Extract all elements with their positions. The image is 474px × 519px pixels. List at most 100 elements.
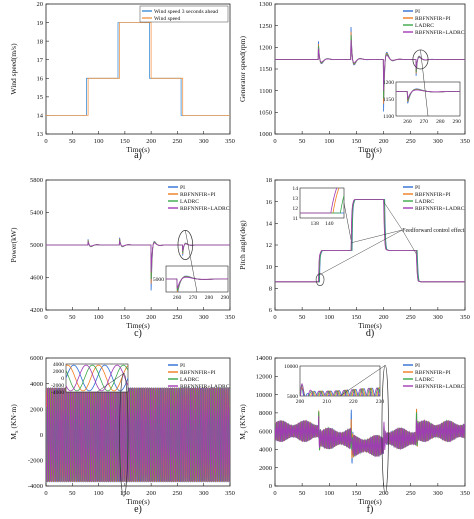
chart-panel-e: 0 50 100 150 200 250 300 350-4000-2000020004000…	[9, 355, 235, 515]
x-tick-label: 250	[173, 490, 183, 497]
inset-x-tick-label: 220	[349, 399, 358, 405]
series-line	[46, 240, 230, 273]
inset-series-line	[300, 188, 338, 214]
inset-y-tick-label: 13	[292, 196, 298, 202]
inset-frame	[395, 81, 461, 117]
y-axis-label-main: M	[238, 433, 247, 440]
inset-x-tick-label: 270	[420, 119, 429, 125]
zoom-connector	[96, 373, 124, 393]
y-tick-label: 17	[37, 57, 44, 64]
inset-series-line	[300, 382, 380, 396]
inset-series-line	[66, 364, 128, 392]
y-axis-label: My (KN·m)	[238, 404, 249, 440]
y-axis-label: Wind speed(m/s)	[9, 43, 18, 95]
legend-label: PI	[180, 363, 185, 369]
x-tick-label: 350	[460, 490, 470, 497]
inset-x-tick-label: 230	[376, 399, 385, 405]
legend-label: RBFNNFIR+LADRC	[415, 30, 465, 36]
y-tick-label: 18	[37, 38, 44, 45]
legend-box	[139, 5, 229, 23]
zoom-connector	[343, 202, 352, 240]
x-tick-label: 0	[273, 314, 276, 321]
y-tick-label: 12000	[256, 373, 272, 380]
legend-label: RBFNNFIR+PI	[415, 16, 451, 22]
x-tick-label: 150	[120, 138, 130, 145]
x-axis-label: Time(s)	[126, 145, 150, 154]
inset-y-tick-label: 1150	[383, 97, 394, 103]
legend-label: RBFNNFIR+PI	[180, 370, 216, 376]
y-tick-label: 16	[37, 75, 44, 82]
y-tick-label: 20	[37, 1, 44, 8]
inset-y-tick-label: 10000	[284, 364, 298, 370]
inset-x-tick-label: 200	[296, 399, 305, 405]
inset-series-line	[300, 386, 380, 396]
x-tick-label: 0	[273, 490, 276, 497]
inset-series-line	[66, 364, 128, 392]
inset-y-tick-label: 11	[293, 216, 299, 222]
x-tick-label: 50	[69, 490, 76, 497]
y-tick-label: 0	[40, 432, 43, 439]
inset-y-tick-label: 12	[292, 206, 298, 212]
chart-panel-c: 0 50 100 150 200 250 300 350 4200 4600 5000 5400 580…	[9, 177, 235, 339]
x-tick-label: 50	[69, 314, 76, 321]
inset-y-tick-label: 0	[61, 376, 64, 382]
inset-x-tick-label: 260	[403, 119, 412, 125]
annotation-arrow	[318, 229, 403, 276]
inset-x-tick-label: 140	[325, 221, 334, 227]
x-tick-label: 150	[352, 138, 362, 145]
y-tick-label: 4000	[259, 447, 272, 454]
zoom-connector	[339, 365, 386, 397]
y-tick-label: 1100	[259, 88, 272, 95]
panel-caption: e)	[134, 504, 142, 515]
panel-caption: b)	[366, 150, 374, 161]
inset-x-tick-label: 290	[221, 295, 230, 301]
y-tick-label: 5000	[30, 242, 43, 249]
y-tick-label: 19	[37, 20, 44, 27]
y-axis-label-main: M	[9, 433, 18, 440]
y-tick-label: 4000	[30, 381, 43, 388]
series-line	[46, 22, 230, 116]
x-tick-label: 200	[379, 490, 389, 497]
legend-label: RBFNNFIR+LADRC	[415, 206, 465, 212]
x-axis-label: Time(s)	[126, 321, 150, 330]
x-tick-label: 300	[433, 138, 443, 145]
y-axis-label-unit: (KN·m)	[238, 404, 247, 431]
y-axis-label-sub: y	[243, 430, 249, 433]
legend-label: RBFNNFIR+LADRC	[180, 384, 230, 390]
y-tick-label: 6000	[259, 428, 272, 435]
legend-label: LADRC	[180, 199, 199, 205]
x-tick-label: 200	[146, 490, 156, 497]
x-tick-label: 200	[379, 314, 389, 321]
y-tick-label: 14	[266, 221, 273, 228]
y-tick-label: 1150	[259, 66, 272, 73]
y-tick-label: 4200	[30, 307, 43, 314]
legend-label: LADRC	[415, 377, 434, 383]
y-axis-label: Generator speed(rpm)	[238, 35, 247, 102]
x-tick-label: 50	[299, 138, 306, 145]
y-tick-label: 4600	[30, 275, 43, 282]
legend-label: RBFNNFIR+LADRC	[415, 384, 465, 390]
zoom-connector	[185, 230, 198, 293]
legend-label: PI	[415, 185, 420, 191]
x-tick-label: 50	[299, 490, 306, 497]
feedforward-annotation: Feedforward control effect	[402, 227, 464, 234]
y-tick-label: 13	[37, 131, 44, 138]
panel-caption: d)	[366, 328, 374, 339]
x-axis-label: Time(s)	[358, 145, 382, 154]
y-axis-label-sub: x	[14, 430, 20, 433]
x-tick-label: 150	[120, 314, 130, 321]
x-tick-label: 350	[225, 314, 235, 321]
y-tick-label: 5400	[30, 210, 43, 217]
x-tick-label: 50	[299, 314, 306, 321]
inset-y-tick-label: 14	[292, 186, 298, 192]
zoom-connector	[420, 49, 429, 117]
y-tick-label: 8	[269, 286, 272, 293]
legend-label: RBFNNFIR+PI	[180, 192, 216, 198]
series-line	[275, 199, 465, 283]
legend-label: RBFNNFIR+PI	[415, 370, 451, 376]
series-line	[275, 39, 465, 91]
y-tick-label: 14	[37, 113, 44, 120]
y-tick-label: 1300	[259, 1, 272, 8]
legend-label: PI	[415, 9, 420, 15]
